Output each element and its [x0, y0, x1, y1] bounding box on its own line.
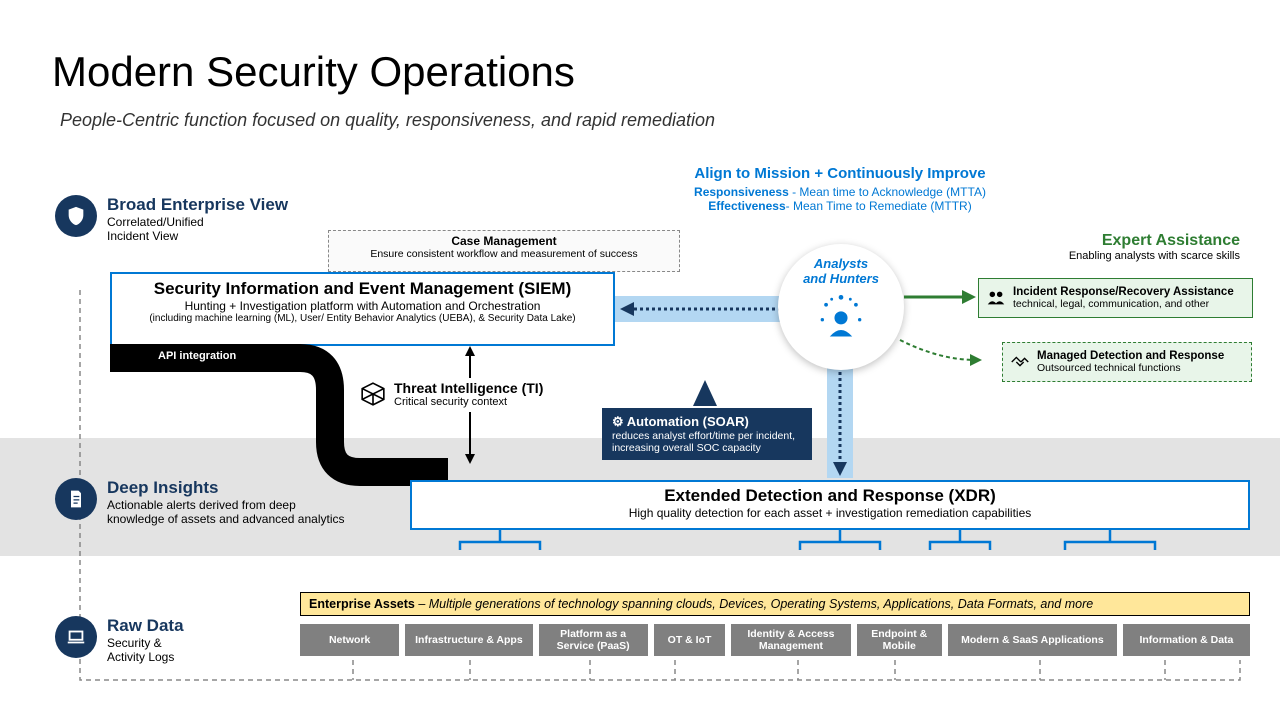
tile-saas: Modern & SaaS Applications: [948, 624, 1117, 656]
tile-paas: Platform as a Service (PaaS): [539, 624, 648, 656]
assets-bar: Enterprise Assets – Multiple generations…: [300, 592, 1250, 616]
tile-network: Network: [300, 624, 399, 656]
tile-infra: Infrastructure & Apps: [405, 624, 532, 656]
laptop-icon: [55, 616, 97, 658]
asset-tiles: Network Infrastructure & Apps Platform a…: [300, 624, 1250, 656]
tile-iam: Identity & Access Management: [731, 624, 850, 656]
assets-desc: – Multiple generations of technology spa…: [415, 597, 1093, 611]
tile-data: Information & Data: [1123, 624, 1250, 656]
tile-ot: OT & IoT: [654, 624, 726, 656]
raw-sub2: Activity Logs: [107, 650, 184, 664]
raw-sub1: Security &: [107, 636, 184, 650]
raw-title: Raw Data: [107, 616, 184, 636]
raw-section: Raw Data Security & Activity Logs: [55, 616, 184, 664]
tile-endpoint: Endpoint & Mobile: [857, 624, 942, 656]
assets-label: Enterprise Assets: [309, 597, 415, 611]
